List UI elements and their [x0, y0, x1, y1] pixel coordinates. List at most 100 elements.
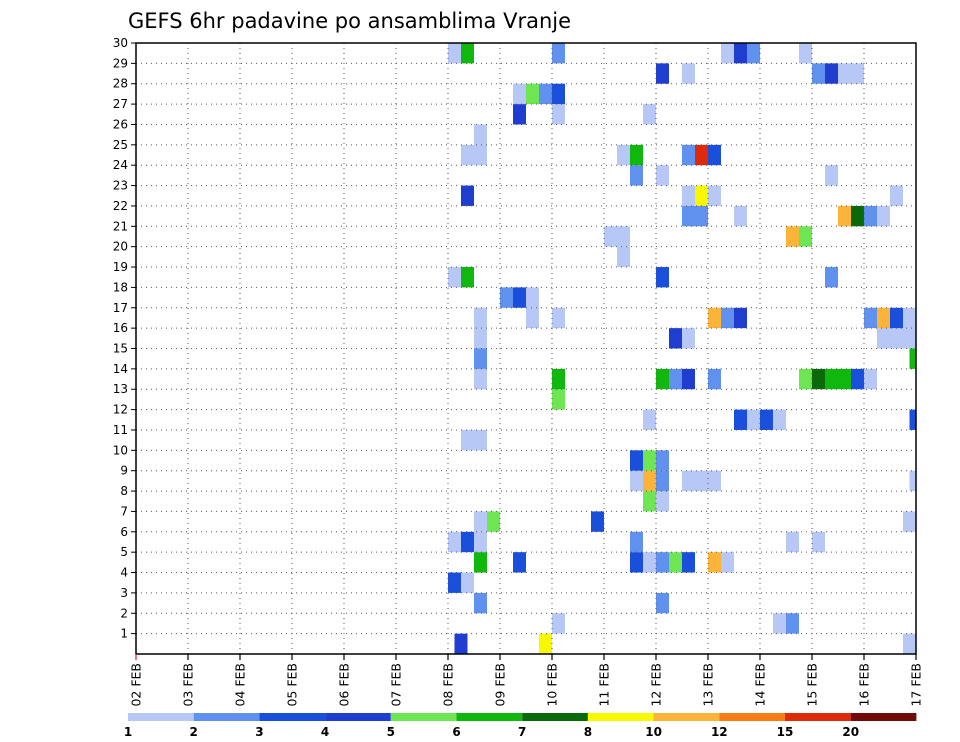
x-tick-label-6: 08 FEB [441, 663, 456, 707]
cell-member-27-2 [539, 83, 552, 105]
cell-member-4-1 [513, 552, 526, 573]
cell-member-27-0 [513, 83, 526, 105]
y-tick-label-7: 7 [120, 504, 128, 518]
cell-member-10-1 [474, 429, 487, 451]
cell-member-7-0 [643, 491, 656, 512]
cell-member-28-3 [825, 63, 838, 84]
legend-label-15: 15 [777, 725, 794, 739]
cell-member-11-3 [760, 409, 773, 430]
cell-member-22-0 [461, 185, 474, 206]
cell-member-5-3 [630, 531, 643, 553]
cell-member-23-0 [630, 165, 643, 186]
cell-member-11-1 [734, 409, 747, 430]
cell-member-0-1 [539, 633, 552, 654]
y-tick-label-17: 17 [113, 301, 128, 315]
cell-member-22-2 [695, 185, 708, 206]
y-tick-label-12: 12 [113, 403, 128, 417]
legend-swatch-7 [587, 713, 654, 721]
y-tick-label-16: 16 [113, 321, 128, 335]
legend-label-3: 3 [255, 725, 263, 739]
cell-member-2-0 [474, 592, 487, 614]
cell-member-18-3 [825, 267, 838, 288]
cell-member-23-1 [656, 165, 669, 186]
cell-member-24-5 [695, 144, 708, 166]
cell-member-20-2 [786, 226, 799, 247]
cell-member-1-0 [552, 613, 565, 634]
cell-member-4-6 [682, 552, 695, 573]
cell-member-16-2 [474, 307, 487, 329]
cell-member-19-0 [617, 246, 630, 268]
x-tick-label-10: 12 FEB [649, 663, 664, 707]
legend-swatch-5 [456, 713, 523, 721]
cell-member-13-9 [838, 368, 851, 390]
cell-member-8-5 [708, 470, 721, 492]
cell-member-11-4 [773, 409, 786, 430]
cell-member-11-2 [747, 409, 760, 430]
cell-member-17-0 [500, 287, 513, 308]
y-tick-label-28: 28 [113, 77, 128, 91]
cell-member-6-2 [591, 511, 604, 532]
cell-member-7-1 [656, 491, 669, 512]
y-tick-label-23: 23 [113, 179, 128, 193]
cell-member-13-7 [812, 368, 825, 390]
y-axis: 1234567891011121314151617181920212223242… [113, 36, 136, 641]
cell-member-21-6 [877, 205, 890, 227]
cell-member-15-5 [903, 328, 916, 349]
cell-member-6-0 [474, 511, 487, 532]
cell-member-21-5 [864, 205, 877, 227]
cell-member-5-2 [474, 531, 487, 553]
legend-swatch-10 [785, 713, 851, 721]
cell-member-18-0 [448, 267, 461, 288]
cell-member-21-3 [838, 205, 851, 227]
x-tick-label-12: 14 FEB [753, 663, 768, 707]
cell-member-24-0 [461, 144, 474, 166]
cell-member-4-2 [630, 552, 643, 573]
cell-member-27-3 [552, 83, 565, 105]
cell-member-4-8 [721, 552, 734, 573]
x-tick-label-0: 02 FEB [129, 663, 144, 707]
x-axis: 02 FEB 03 FEB 04 FEB 05 FEB 06 FEB 07 FEB 08 F… [129, 654, 924, 707]
cell-member-1-2 [786, 613, 799, 634]
cell-member-16-6 [864, 307, 877, 329]
cell-member-8-3 [682, 470, 695, 492]
cell-member-24-6 [708, 144, 721, 166]
cell-member-13-5 [708, 368, 721, 390]
cell-member-8-6 [909, 470, 916, 492]
cell-member-15-1 [669, 328, 682, 349]
cell-member-15-0 [474, 328, 487, 349]
x-tick-label-3: 05 FEB [285, 663, 300, 707]
cell-member-25-0 [474, 124, 487, 145]
cell-member-3-0 [448, 572, 461, 593]
cell-member-0-0 [454, 633, 468, 654]
cell-member-8-0 [630, 470, 643, 492]
x-tick-label-9: 11 FEB [597, 663, 612, 707]
x-tick-label-11: 13 FEB [701, 663, 716, 707]
cell-member-17-2 [526, 287, 539, 308]
cell-member-9-1 [643, 450, 656, 471]
cell-member-1-1 [773, 613, 786, 634]
cell-member-6-1 [487, 511, 500, 532]
legend-label-1: 1 [124, 725, 132, 739]
cell-member-29-4 [734, 43, 747, 64]
cell-member-29-5 [747, 43, 760, 64]
cell-member-21-2 [734, 205, 747, 227]
cell-member-4-5 [669, 552, 682, 573]
y-tick-label-2: 2 [120, 606, 128, 620]
cell-member-29-0 [448, 43, 461, 64]
legend-swatch-2 [259, 713, 326, 721]
y-tick-label-29: 29 [113, 56, 128, 70]
chart-title: GEFS 6hr padavine po ansamblima Vranje [128, 9, 571, 33]
cell-member-14-1 [909, 348, 916, 369]
cell-member-12-0 [552, 389, 565, 410]
cell-member-20-0 [604, 226, 617, 247]
grid-layer [136, 43, 916, 654]
cells-layer [448, 43, 916, 654]
cell-member-8-2 [656, 470, 669, 492]
cell-member-18-2 [656, 267, 669, 288]
cell-member-9-0 [630, 450, 643, 471]
cell-member-9-2 [656, 450, 669, 471]
y-tick-label-6: 6 [120, 525, 128, 539]
cell-member-13-3 [669, 368, 682, 390]
cell-member-21-1 [695, 205, 708, 227]
